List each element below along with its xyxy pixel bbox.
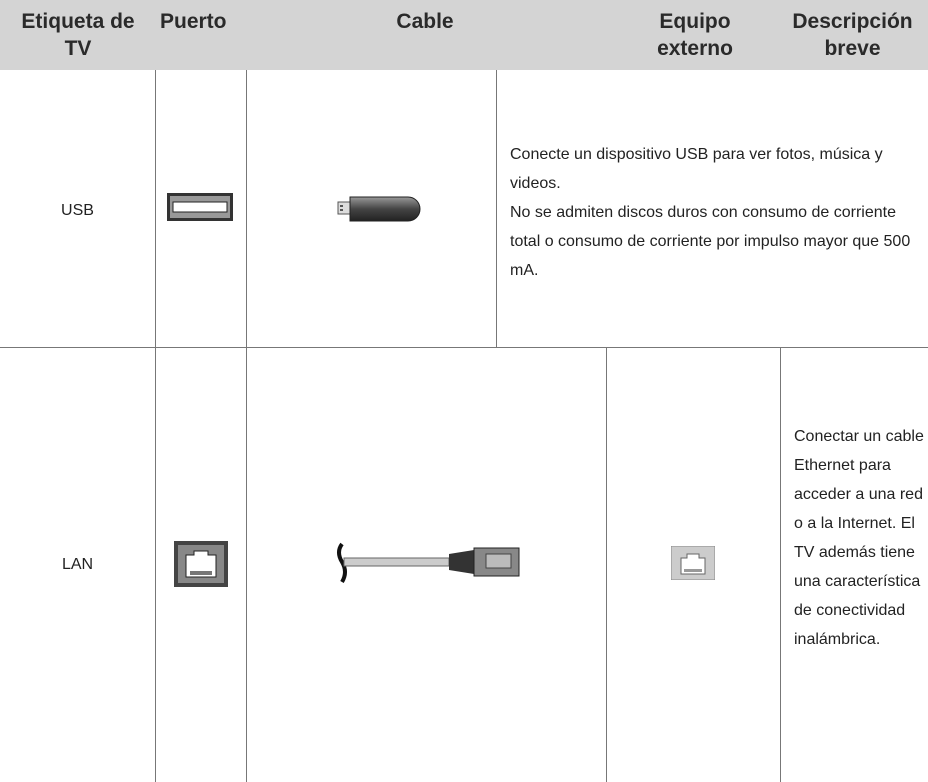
lan-jack-icon	[671, 546, 715, 580]
divider	[780, 347, 781, 782]
description-text: No se admiten discos duros con consumo d…	[510, 204, 911, 279]
header-cell: Puerto	[160, 10, 227, 33]
usb-port-icon	[167, 193, 233, 221]
header-cell: Equipo externo	[657, 10, 733, 60]
divider	[246, 70, 247, 782]
header-cell: Etiqueta de TV	[21, 10, 135, 60]
row-divider	[0, 347, 928, 348]
divider	[155, 70, 156, 782]
header-cell: Descripción breve	[792, 10, 913, 60]
row-label: LAN	[61, 556, 94, 573]
divider	[606, 347, 607, 782]
divider	[496, 70, 497, 347]
lan-cable-icon	[337, 542, 520, 584]
description-text: Conectar un cable Ethernet para acceder …	[794, 428, 924, 648]
usb-stick-icon	[337, 196, 421, 222]
row-label: USB	[61, 202, 94, 219]
description: Conectar un cable Ethernet para acceder …	[794, 422, 926, 654]
lan-port-icon	[174, 541, 228, 587]
header-cell: Cable	[396, 10, 454, 33]
description: Conecte un dispositivo USB para ver foto…	[510, 140, 928, 285]
description-text: Conecte un dispositivo USB para ver foto…	[510, 146, 883, 192]
header-row: Etiqueta de TV Puerto Cable Equipo exter…	[0, 0, 928, 70]
